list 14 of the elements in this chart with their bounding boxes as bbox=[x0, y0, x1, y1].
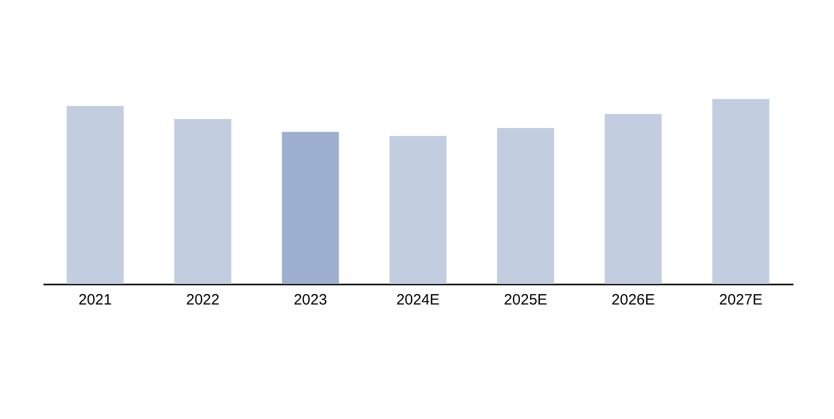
x-tick-label: 2025E bbox=[504, 292, 548, 308]
x-tick-label: 2023 bbox=[294, 292, 328, 308]
x-tick-label: 2024E bbox=[396, 292, 440, 308]
bar bbox=[282, 132, 339, 284]
bar bbox=[389, 136, 447, 284]
bar bbox=[174, 118, 232, 284]
bar bbox=[604, 114, 662, 284]
x-tick-label: 2027E bbox=[719, 292, 762, 308]
x-tick-label: 2021 bbox=[78, 292, 112, 308]
bar bbox=[712, 99, 770, 284]
bar bbox=[66, 106, 124, 284]
bar bbox=[497, 128, 554, 284]
x-tick-label: 2026E bbox=[612, 292, 655, 308]
x-tick-label: 2022 bbox=[186, 292, 220, 308]
